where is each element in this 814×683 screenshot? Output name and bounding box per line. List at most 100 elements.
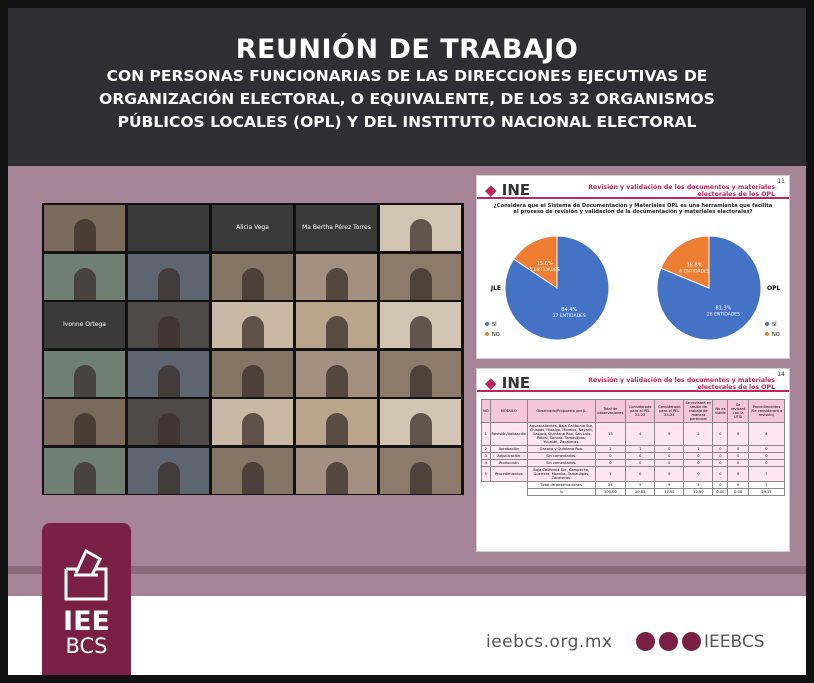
logo-text: IEE xyxy=(42,609,131,635)
video-tile xyxy=(380,351,461,397)
table-cell: 0 xyxy=(626,460,655,467)
twitter-icon[interactable] xyxy=(659,632,678,651)
column-header: Se revisará en sesión de trabajo de mane… xyxy=(684,400,713,423)
handle: IEEBCS xyxy=(704,632,765,652)
video-tile xyxy=(44,205,125,251)
participant-name: Alicia Vega xyxy=(212,224,293,231)
poster: REUNIÓN DE TRABAJO CON PERSONAS FUNCIONA… xyxy=(0,0,814,683)
person xyxy=(74,268,96,300)
person xyxy=(74,365,96,397)
page-number: 14 xyxy=(777,371,785,378)
blank-cell xyxy=(482,489,528,496)
pie-count: 27 ENTIDADES xyxy=(553,313,586,319)
pie-name: OPL xyxy=(767,285,780,292)
person xyxy=(326,462,348,494)
person xyxy=(158,316,180,348)
person xyxy=(242,268,264,300)
video-tile xyxy=(296,448,377,494)
total-cell: 12.50 xyxy=(684,489,713,496)
table-cell: 5 xyxy=(655,423,684,446)
table-cell: 0 xyxy=(655,467,684,482)
person xyxy=(158,413,180,445)
pie-name: JLE xyxy=(490,285,501,292)
total-cell: 0.00 xyxy=(728,489,748,496)
total-cell: % xyxy=(528,489,596,496)
video-tile xyxy=(380,302,461,348)
person xyxy=(410,268,432,300)
table-cell: Aguascalientes, Baja California Sur, Chi… xyxy=(528,423,596,446)
subtitle: CON PERSONAS FUNCIONARIAS DE LAS DIRECCI… xyxy=(8,65,806,88)
facebook-icon[interactable] xyxy=(682,632,701,651)
video-tile xyxy=(380,205,461,251)
legend-marker xyxy=(765,332,769,336)
person xyxy=(74,462,96,494)
blank-cell xyxy=(482,482,528,489)
ballot-icon xyxy=(42,529,131,609)
person xyxy=(74,219,96,251)
table-cell: 0 xyxy=(655,446,684,453)
video-tile xyxy=(380,448,461,494)
legend-label: NO xyxy=(772,332,780,338)
person xyxy=(74,413,96,445)
person xyxy=(326,413,348,445)
total-cell: 100.00 xyxy=(595,489,626,496)
table-cell: 0 xyxy=(748,453,784,460)
total-cell: 29.17 xyxy=(748,489,784,496)
person xyxy=(326,365,348,397)
video-tile xyxy=(296,302,377,348)
table-cell: Producción xyxy=(490,460,528,467)
logo-text: BCS xyxy=(42,635,131,657)
youtube-icon[interactable] xyxy=(636,632,655,651)
person xyxy=(158,365,180,397)
video-tile xyxy=(44,254,125,300)
total-cell: 37.50 xyxy=(655,489,684,496)
page: Reunión de trabajo html, body { margin: … xyxy=(0,0,814,683)
column-header: Total de observaciones xyxy=(595,400,626,423)
table-cell: 1 xyxy=(684,446,713,453)
table-cell: 0 xyxy=(728,423,748,446)
table-cell: 0 xyxy=(713,423,728,446)
column-header: No es viable xyxy=(713,400,728,423)
table-cell: 0 xyxy=(728,460,748,467)
video-tile xyxy=(128,448,209,494)
logo: IEE BCS xyxy=(42,523,131,675)
table-cell: Procedimientos xyxy=(490,467,528,482)
video-tile xyxy=(380,399,461,445)
video-tile xyxy=(212,399,293,445)
table-cell: 5 xyxy=(482,467,491,482)
header: REUNIÓN DE TRABAJO CON PERSONAS FUNCIONA… xyxy=(8,8,806,166)
subtitle: PÚBLICOS LOCALES (OPL) Y DEL INSTITUTO N… xyxy=(8,111,806,134)
total-cell: 20.83 xyxy=(626,489,655,496)
table-cell: 0 xyxy=(626,467,655,482)
person xyxy=(326,268,348,300)
column-header: Se revisará con la UTSI xyxy=(728,400,748,423)
legend-label: NO xyxy=(492,332,500,338)
pie-count: 5 ENTIDADES xyxy=(530,267,560,273)
table-cell: 0 xyxy=(684,467,713,482)
person xyxy=(242,365,264,397)
table-cell: 0 xyxy=(655,460,684,467)
pie-charts: 84.4%27 ENTIDADES15.6%5 ENTIDADESJLESÍNO… xyxy=(477,176,789,358)
total-cell: 0.00 xyxy=(713,489,728,496)
table-cell: 7 xyxy=(748,467,784,482)
video-tile xyxy=(128,399,209,445)
video-tile: Ma Bertha Pérez Torres xyxy=(296,205,377,251)
table: NOMÓDULOObservado/Propuesto por JLTotal … xyxy=(481,399,785,496)
pie-label: 15.6% xyxy=(537,261,553,267)
person xyxy=(158,462,180,494)
table-cell: 3 xyxy=(482,453,491,460)
table-cell: Adjudicación xyxy=(490,453,528,460)
table-cell: 0 xyxy=(684,453,713,460)
table-cell: 2 xyxy=(595,446,626,453)
total-cell: 24 xyxy=(595,482,626,489)
video-tile xyxy=(128,351,209,397)
table-cell: 0 xyxy=(748,460,784,467)
column-header: NO xyxy=(482,400,491,423)
table-cell: 0 xyxy=(728,446,748,453)
column-header: Observado/Propuesto por JL xyxy=(528,400,596,423)
slide-title: Revisión y validación de los documentos … xyxy=(557,377,775,391)
person xyxy=(242,413,264,445)
participant-name: Ma Bertha Pérez Torres xyxy=(296,224,377,231)
